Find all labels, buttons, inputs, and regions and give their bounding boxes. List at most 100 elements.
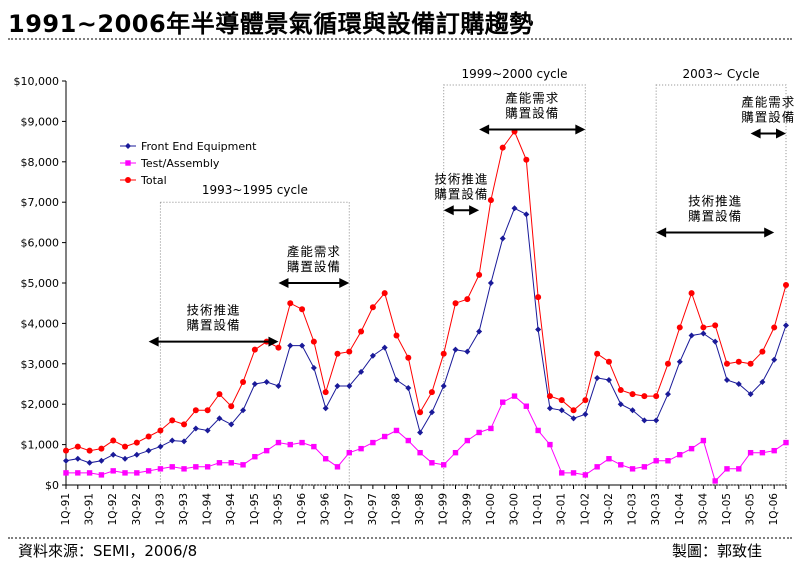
y-tick-label: $0 xyxy=(45,479,59,492)
data-point xyxy=(428,389,435,396)
data-point xyxy=(476,271,483,278)
data-point xyxy=(428,409,435,416)
data-point xyxy=(712,322,719,329)
data-point xyxy=(535,294,542,301)
x-tick-label: 1Q-95 xyxy=(249,493,261,525)
data-point xyxy=(310,338,317,345)
data-point xyxy=(125,160,131,166)
x-tick-label: 1Q-97 xyxy=(343,493,355,525)
data-point xyxy=(86,459,93,466)
data-point xyxy=(334,464,341,470)
series-line xyxy=(65,207,787,464)
x-tick-label: 3Q-04 xyxy=(697,493,709,526)
annotation-line1: 產能需求 xyxy=(741,95,795,110)
x-tick-label: 3Q-99 xyxy=(461,493,473,525)
arrow-head-right xyxy=(764,227,775,238)
annotation-line2: 購置設備 xyxy=(741,110,795,125)
data-point xyxy=(98,457,105,464)
data-point xyxy=(712,478,718,484)
arrow-head-left xyxy=(278,278,289,288)
x-tick-label: 1Q-98 xyxy=(390,493,402,525)
data-point xyxy=(605,358,612,365)
arrow-head-right xyxy=(268,336,279,347)
data-point xyxy=(464,348,471,355)
data-point xyxy=(240,378,247,385)
y-tick-label: $5,000 xyxy=(21,277,60,290)
data-point xyxy=(169,464,175,470)
data-point xyxy=(771,447,777,454)
data-point xyxy=(605,376,612,383)
data-point xyxy=(546,405,553,412)
data-point xyxy=(252,454,258,460)
cycle-boxes: 1993~1995 cycle 1999~2000 cycle 2003~ Cycl… xyxy=(159,67,787,486)
data-point xyxy=(405,437,411,444)
data-point xyxy=(641,417,648,424)
data-point xyxy=(700,437,707,444)
data-point xyxy=(440,383,447,390)
annotation-line1: 技術推進 xyxy=(187,303,241,318)
x-tick-label: 3Q-05 xyxy=(745,493,757,525)
data-point xyxy=(712,338,719,345)
x-tick-label: 1Q-96 xyxy=(296,493,308,526)
x-tick-label: 3Q-03 xyxy=(650,493,662,525)
data-point xyxy=(570,407,577,414)
y-tick-label: $4,000 xyxy=(21,317,60,330)
data-point xyxy=(98,472,105,478)
data-point xyxy=(629,407,636,414)
data-point xyxy=(429,460,435,466)
data-point xyxy=(157,427,164,434)
x-tick-label: 3Q-97 xyxy=(367,493,379,525)
y-tick-label: $8,000 xyxy=(21,156,60,169)
data-point xyxy=(134,470,140,476)
cycle-label: 1999~2000 cycle xyxy=(462,67,568,81)
data-point xyxy=(735,358,742,365)
y-tick-label: $6,000 xyxy=(21,237,60,250)
chart-title: 1991~2006年半導體景氣循環與設備訂購趨勢 xyxy=(8,10,534,38)
arrow-head-right xyxy=(575,124,586,135)
data-point xyxy=(346,449,352,456)
data-point xyxy=(700,330,707,337)
x-tick-label: 1Q-01 xyxy=(532,493,544,525)
data-point xyxy=(133,439,140,446)
legend: Front End Equipment Test/Assembly Total xyxy=(120,140,257,187)
data-point xyxy=(735,381,742,387)
annotations: 技術推進購置設備產能需求購置設備技術推進購置設備產能需求購置設備技術推進購置設備… xyxy=(148,90,795,347)
data-point xyxy=(664,391,671,398)
arrow-head-right xyxy=(776,128,786,139)
x-tick-label: 3Q-94 xyxy=(225,493,237,526)
y-tick-label: $9,000 xyxy=(21,115,60,128)
data-point xyxy=(393,427,400,434)
legend-item: Total xyxy=(120,174,167,187)
data-point xyxy=(594,464,600,470)
data-point xyxy=(723,360,730,367)
data-point xyxy=(476,429,482,436)
series-circle xyxy=(63,128,789,454)
arrow-head-left xyxy=(656,227,667,238)
author-note: 製圖：郭致佳 xyxy=(671,542,762,560)
data-point xyxy=(287,441,293,448)
data-point xyxy=(487,197,494,204)
axes: $0 $1,000 $2,000 $3,000 $4,000 $5,000 $6,000 $7… xyxy=(14,75,787,525)
data-point xyxy=(122,455,129,462)
data-point xyxy=(157,466,164,472)
data-point xyxy=(417,429,424,436)
data-point xyxy=(570,470,577,476)
data-point xyxy=(582,397,589,404)
data-point xyxy=(181,438,188,445)
data-point xyxy=(251,346,258,353)
data-point xyxy=(145,447,152,454)
data-point xyxy=(523,403,530,409)
x-tick-label: 1Q-02 xyxy=(579,493,591,525)
data-point xyxy=(747,449,754,456)
data-point xyxy=(63,470,69,476)
data-point xyxy=(582,411,589,418)
x-tick-label: 1Q-04 xyxy=(674,493,686,526)
data-point xyxy=(145,433,152,440)
data-point xyxy=(358,328,365,335)
data-point xyxy=(240,462,246,468)
y-tick-label: $1,000 xyxy=(21,439,60,452)
data-point xyxy=(535,326,542,333)
title-divider xyxy=(8,38,792,40)
x-tick-label: 1Q-03 xyxy=(627,493,639,525)
